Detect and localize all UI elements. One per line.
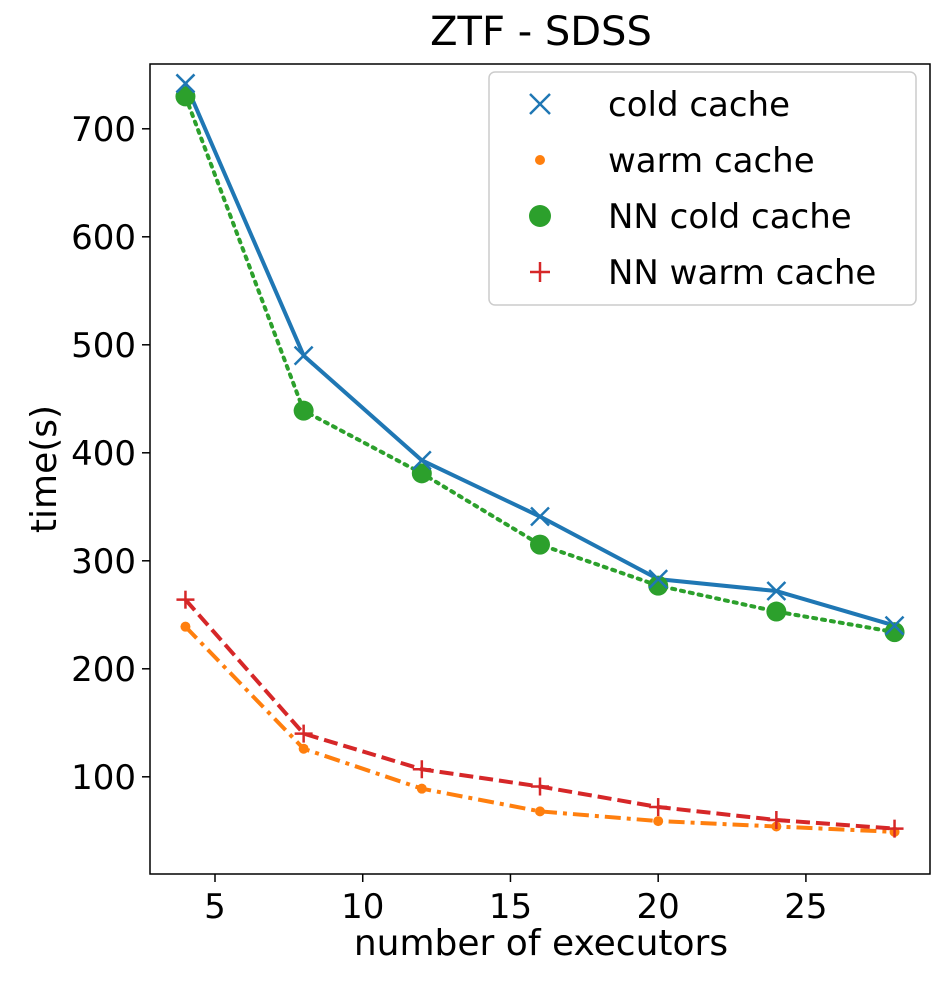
y-axis-label: time(s) <box>24 405 65 533</box>
y-tick-label: 200 <box>71 650 136 690</box>
marker-shape <box>416 783 427 794</box>
data-point-warm-cache <box>653 816 664 827</box>
marker-stroke <box>293 345 314 366</box>
y-tick-label: 700 <box>71 110 136 150</box>
marker-shape <box>766 601 787 622</box>
marker-stroke <box>411 450 432 471</box>
data-point-cold-cache <box>530 506 550 527</box>
marker-shape <box>535 806 545 817</box>
data-point-cold-cache <box>175 73 196 94</box>
x-tick-label: 15 <box>489 887 532 927</box>
data-point-nn-warm-cache <box>649 798 668 817</box>
legend-marker-warm-cache <box>535 155 545 165</box>
data-point-cold-cache <box>648 569 669 590</box>
data-point-nn-warm-cache <box>294 724 313 743</box>
legend-box <box>488 71 917 306</box>
x-tick-label: 10 <box>341 887 384 927</box>
data-point-nn-warm-cache <box>531 777 549 796</box>
y-tick-label: 500 <box>71 326 136 366</box>
chart-title: ZTF - SDSS <box>430 9 652 55</box>
y-tick-label: 100 <box>71 758 136 798</box>
y-tick-label: 300 <box>71 542 136 582</box>
data-point-nn-cold-cache <box>530 534 550 555</box>
marker-shape <box>535 155 545 165</box>
legend-label-warm-cache: warm cache <box>608 141 815 181</box>
legend-label-cold-cache: cold cache <box>608 85 790 125</box>
marker-shape <box>180 621 191 632</box>
data-point-nn-cold-cache <box>411 463 432 484</box>
data-point-cold-cache <box>766 581 787 601</box>
data-point-nn-cold-cache <box>648 575 669 596</box>
marker-stroke <box>530 506 550 527</box>
x-axis-label: number of executors <box>354 923 728 964</box>
legend-label-nn-warm-cache: NN warm cache <box>608 253 876 293</box>
marker-shape <box>529 205 551 227</box>
x-tick-label: 25 <box>784 887 827 927</box>
data-point-nn-warm-cache <box>412 760 431 779</box>
marker-stroke <box>884 615 905 636</box>
marker-shape <box>298 743 309 754</box>
legend-label-nn-cold-cache: NN cold cache <box>608 197 852 237</box>
y-axis: 100 200 300 400 500 600 700 <box>71 110 150 798</box>
marker-shape <box>175 86 196 107</box>
marker-shape <box>653 816 664 827</box>
legend-marker-nn-cold-cache <box>529 205 551 227</box>
marker-stroke <box>766 581 787 601</box>
plot-frame <box>149 63 931 875</box>
data-point-cold-cache <box>293 345 314 366</box>
marker-shape <box>293 400 314 421</box>
data-point-cold-cache <box>884 615 905 636</box>
marker-stroke <box>175 73 196 94</box>
data-point-nn-warm-cache <box>885 819 904 838</box>
data-point-warm-cache <box>416 783 427 794</box>
data-point-cold-cache <box>411 450 432 471</box>
marker-shape <box>411 463 432 484</box>
data-point-warm-cache <box>298 743 309 754</box>
series-line-warm-cache <box>184 625 895 834</box>
y-tick-label: 600 <box>71 218 136 258</box>
x-tick-label: 20 <box>637 887 680 927</box>
x-tick-label: 5 <box>204 887 226 927</box>
data-point-nn-warm-cache <box>176 590 195 609</box>
legend-marker-cold-cache <box>529 93 551 115</box>
marker-stroke <box>529 93 551 115</box>
data-point-nn-cold-cache <box>884 622 905 643</box>
data-point-nn-cold-cache <box>175 86 196 107</box>
marker-shape <box>648 575 669 596</box>
marker-shape <box>530 534 550 555</box>
plot-area <box>175 73 905 838</box>
marker-shape <box>884 622 905 643</box>
y-tick-label: 400 <box>71 434 136 474</box>
data-point-warm-cache <box>180 621 191 632</box>
data-point-warm-cache <box>535 806 545 817</box>
data-point-nn-cold-cache <box>766 601 787 622</box>
data-point-nn-cold-cache <box>293 400 314 421</box>
data-point-nn-warm-cache <box>767 811 786 829</box>
legend: cold cache warm cache NN cold cache NN warm… <box>488 71 917 306</box>
x-axis: 5 10 15 20 25 <box>204 874 828 927</box>
legend-items: cold cache warm cache NN cold cache NN warm… <box>529 85 876 293</box>
marker-stroke <box>648 569 669 590</box>
legend-marker-nn-warm-cache <box>530 262 550 282</box>
